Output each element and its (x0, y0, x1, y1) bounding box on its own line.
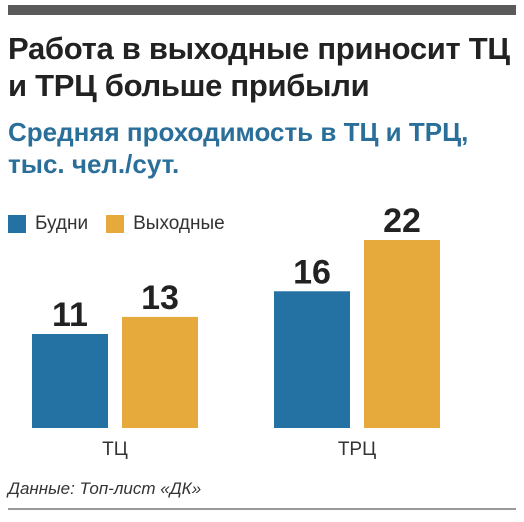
bar-trc-weekends (364, 240, 440, 428)
bar-tc-weekdays (32, 334, 108, 428)
chart-subtitle: Средняя проходимость в ТЦ и ТРЦ, тыс. че… (8, 117, 469, 179)
bar-trc-weekdays (274, 291, 350, 428)
top-rule (8, 5, 516, 15)
category-label-tc: ТЦ (102, 439, 128, 460)
data-label-tc-weekdays: 11 (52, 296, 88, 334)
bottom-rule (8, 508, 516, 510)
legend-swatch-weekends (106, 215, 125, 233)
legend-item-weekends: Выходные (106, 213, 225, 235)
legend-label-weekends: Выходные (133, 213, 225, 234)
bar-tc-weekends (122, 316, 198, 428)
legend: Будни Выходные (8, 212, 243, 236)
chart-title: Работа в выходные приносит ТЦ и ТРЦ боль… (8, 31, 510, 103)
data-label-tc-weekends: 13 (141, 279, 179, 317)
data-label-trc-weekends: 22 (383, 202, 421, 240)
data-label-trc-weekdays: 16 (293, 253, 331, 291)
legend-item-weekdays: Будни (8, 213, 88, 235)
category-label-trc: ТРЦ (338, 439, 376, 460)
source-note: Данные: Топ-лист «ДК» (8, 479, 202, 498)
legend-label-weekdays: Будни (35, 213, 89, 234)
legend-swatch-weekdays (8, 215, 26, 233)
